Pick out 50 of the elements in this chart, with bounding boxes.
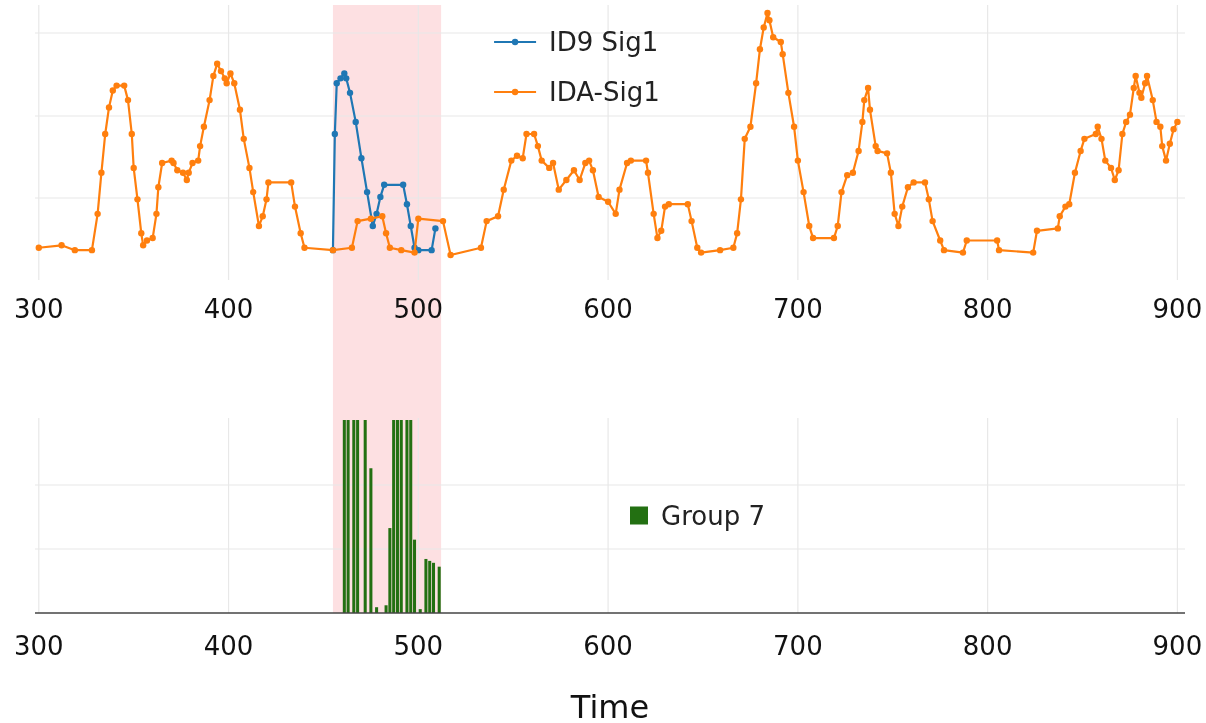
point [343,75,350,82]
bar [346,420,350,613]
x-tick-label: 800 [962,631,1013,661]
bar [405,420,409,613]
legend-label: IDA-Sig1 [549,77,660,108]
x-tick-label: 400 [203,294,254,324]
point [363,188,371,196]
x-tick-label: 300 [13,631,64,661]
bar [424,558,428,613]
point [403,200,411,208]
point [346,89,354,97]
point [333,79,340,87]
bar [428,560,432,613]
bar [437,566,441,613]
point [399,181,407,189]
point [352,118,359,126]
x-tick-label: 500 [393,294,444,324]
point [369,222,376,230]
bar [432,562,436,613]
bar [392,420,396,613]
point [337,75,344,82]
point [407,222,414,230]
bar [356,420,360,613]
x-tick-label: 500 [393,631,444,661]
x-tick-label: 900 [1152,294,1203,324]
x-tick-label: 700 [773,631,823,661]
x-tick-label: 600 [583,631,633,661]
bar [352,420,356,613]
bar [395,420,399,613]
x-tick-label: 400 [203,631,254,661]
bar [342,420,346,613]
point [373,210,380,218]
bar [409,420,413,613]
point [331,130,339,138]
legend-label: Group 7 [661,500,765,531]
point [380,181,388,189]
x-tick-label: 800 [962,294,1013,324]
x-tick-label: 300 [13,294,64,324]
bar [399,420,403,613]
x-tick-label: 900 [1152,631,1203,661]
point [358,155,365,162]
point [377,193,384,201]
x-tick-label: 600 [583,294,633,324]
legend-label: ID9 Sig1 [549,27,659,58]
bar [363,420,367,613]
point [432,225,439,232]
x-tick-label: 700 [773,294,823,324]
bar [369,468,373,613]
point [428,246,435,254]
x-axis-title: Time [569,688,650,723]
